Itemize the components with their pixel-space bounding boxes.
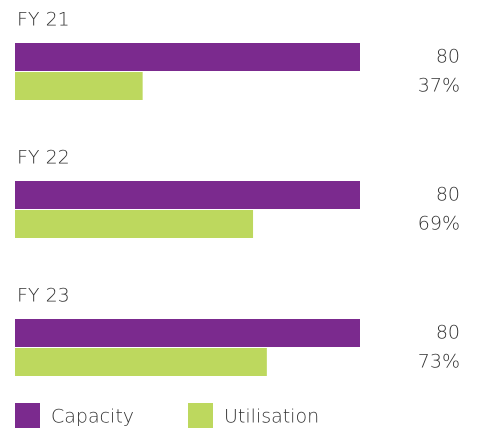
value-label: 73% (418, 351, 460, 373)
legend-swatch (188, 403, 213, 428)
value-label: 37% (418, 75, 460, 97)
bar (15, 348, 267, 376)
category-label: FY 21 (17, 9, 70, 31)
category-label: FY 23 (17, 285, 70, 307)
legend-swatch (15, 403, 40, 428)
value-label: 80 (436, 46, 460, 68)
bar (15, 181, 360, 209)
bar (15, 43, 360, 71)
bar (15, 319, 360, 347)
category-label: FY 22 (17, 147, 70, 169)
bar (15, 72, 143, 100)
value-label: 80 (436, 322, 460, 344)
bar (15, 210, 254, 238)
legend-label: Utilisation (224, 406, 319, 428)
value-label: 80 (436, 184, 460, 206)
legend-label: Capacity (51, 406, 134, 428)
value-label: 69% (418, 213, 460, 235)
